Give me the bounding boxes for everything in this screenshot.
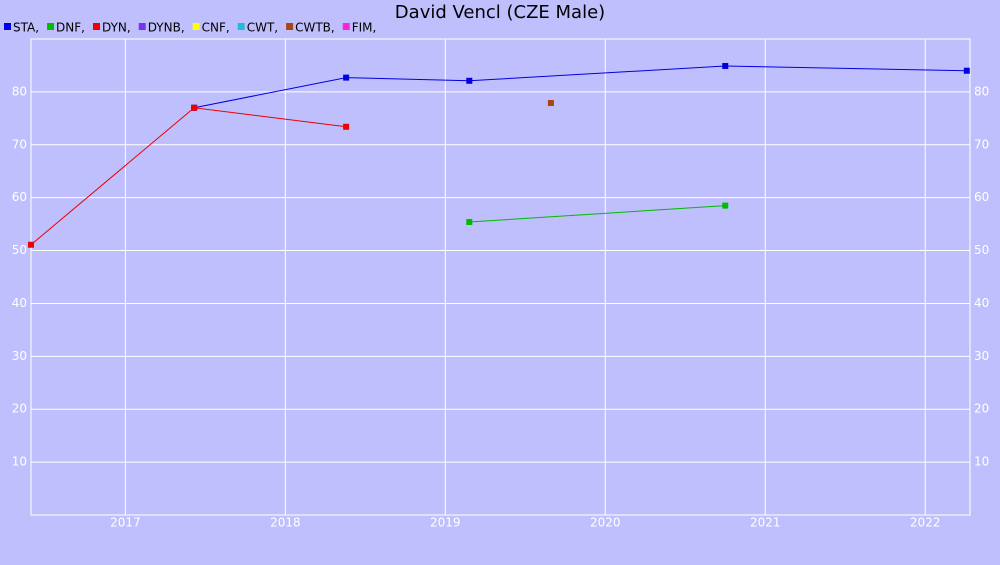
y2-tick-label: 10 [974, 455, 989, 469]
point-marker [547, 99, 554, 106]
x-tick-label: 2019 [430, 516, 461, 530]
y-tick-label: 20 [12, 402, 27, 416]
point-marker [343, 123, 350, 130]
legend-swatch [237, 23, 245, 30]
legend-swatch [138, 23, 146, 30]
point-marker [963, 67, 970, 74]
y-tick-label: 30 [12, 349, 27, 363]
series-line [30, 107, 347, 246]
x-tick-label: 2020 [590, 516, 621, 530]
x-tick-label: 2018 [270, 516, 301, 530]
point-marker [722, 202, 729, 209]
y2-tick-label: 20 [974, 402, 989, 416]
y2-tick-label: 80 [974, 84, 989, 98]
point-marker [191, 104, 198, 111]
y-tick-label: 70 [12, 137, 27, 151]
y-tick-label: 60 [12, 190, 27, 204]
legend-label: STA, [13, 21, 39, 35]
legend-label: DYN, [102, 21, 131, 35]
x-tick-label: 2022 [910, 516, 941, 530]
legend-swatch [92, 23, 100, 30]
y2-tick-label: 40 [974, 296, 989, 310]
legend-swatch [4, 23, 11, 30]
legend-label: CWT, [247, 21, 278, 35]
y2-tick-label: 30 [974, 349, 989, 363]
point-marker [466, 218, 473, 225]
chart-title: David Vencl (CZE Male) [395, 2, 605, 23]
point-marker [466, 77, 473, 84]
legend-label: DYNB, [148, 21, 185, 35]
point-marker [722, 62, 729, 69]
legend-label: FIM, [352, 21, 377, 35]
point-marker [28, 241, 34, 248]
y2-tick-label: 50 [974, 243, 989, 257]
plot-frame [30, 38, 971, 516]
legend-label: CNF, [202, 21, 230, 35]
series-line [194, 65, 967, 109]
legend-label: DNF, [56, 21, 85, 35]
point-marker [343, 74, 350, 81]
legend-label: CWTB, [295, 21, 335, 35]
y-tick-label: 50 [12, 243, 27, 257]
series-line [469, 205, 726, 223]
y-tick-label: 10 [12, 455, 27, 469]
y-tick-label: 80 [12, 84, 27, 98]
legend-swatch [342, 23, 350, 30]
y2-tick-label: 60 [974, 190, 989, 204]
x-tick-label: 2017 [110, 516, 141, 530]
legend-swatch [192, 23, 200, 30]
legend-swatch [286, 23, 294, 30]
x-tick-label: 2021 [750, 516, 781, 530]
y2-tick-label: 70 [974, 137, 989, 151]
legend-swatch [47, 23, 55, 30]
y-tick-label: 40 [12, 296, 27, 310]
